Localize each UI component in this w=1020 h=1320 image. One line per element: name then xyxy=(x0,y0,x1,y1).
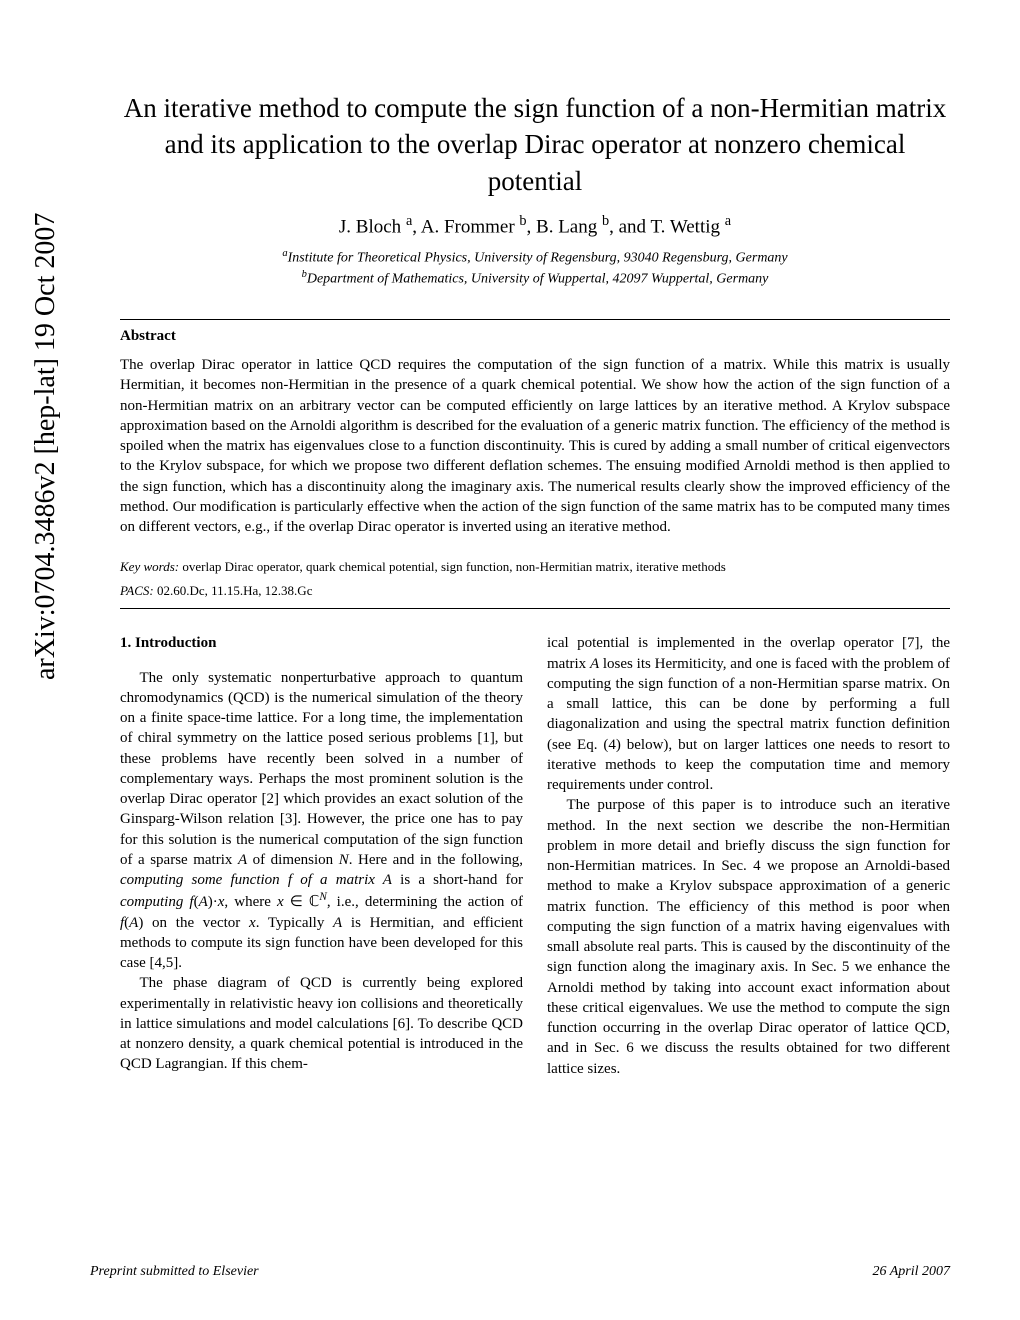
pacs-line: PACS: 02.60.Dc, 11.15.Ha, 12.38.Gc xyxy=(120,581,950,601)
pacs-value: 02.60.Dc, 11.15.Ha, 12.38.Gc xyxy=(157,583,313,598)
affiliations: aInstitute for Theoretical Physics, Univ… xyxy=(120,247,950,290)
column-right: ical potential is implemented in the ove… xyxy=(547,633,950,1079)
section-1-heading: 1. Introduction xyxy=(120,633,523,653)
keywords-line: Key words: overlap Dirac operator, quark… xyxy=(120,557,950,577)
footer-right: 26 April 2007 xyxy=(872,1264,950,1280)
rule-top xyxy=(120,319,950,320)
pacs-label: PACS: xyxy=(120,583,154,598)
two-column-body: 1. Introduction The only systematic nonp… xyxy=(120,633,950,1079)
arxiv-identifier: arXiv:0704.3486v2 [hep-lat] 19 Oct 2007 xyxy=(30,213,62,680)
abstract-text: The overlap Dirac operator in lattice QC… xyxy=(120,355,950,537)
col1-para1: The only systematic nonperturbative appr… xyxy=(120,668,523,974)
footer: Preprint submitted to Elsevier 26 April … xyxy=(90,1264,950,1280)
footer-left: Preprint submitted to Elsevier xyxy=(90,1264,259,1280)
affiliation-b: bDepartment of Mathematics, University o… xyxy=(120,268,950,289)
keywords-value: overlap Dirac operator, quark chemical p… xyxy=(182,559,726,574)
abstract-heading: Abstract xyxy=(120,328,950,345)
main-content: An iterative method to compute the sign … xyxy=(120,90,950,1079)
keywords-label: Key words: xyxy=(120,559,179,574)
column-left: 1. Introduction The only systematic nonp… xyxy=(120,633,523,1079)
paper-title: An iterative method to compute the sign … xyxy=(120,90,950,199)
col2-para2: The purpose of this paper is to introduc… xyxy=(547,795,950,1079)
rule-bottom xyxy=(120,608,950,609)
col2-para1: ical potential is implemented in the ove… xyxy=(547,633,950,795)
affiliation-a: aInstitute for Theoretical Physics, Univ… xyxy=(120,247,950,268)
authors: J. Bloch a, A. Frommer b, B. Lang b, and… xyxy=(120,213,950,238)
col1-para2: The phase diagram of QCD is currently be… xyxy=(120,973,523,1074)
